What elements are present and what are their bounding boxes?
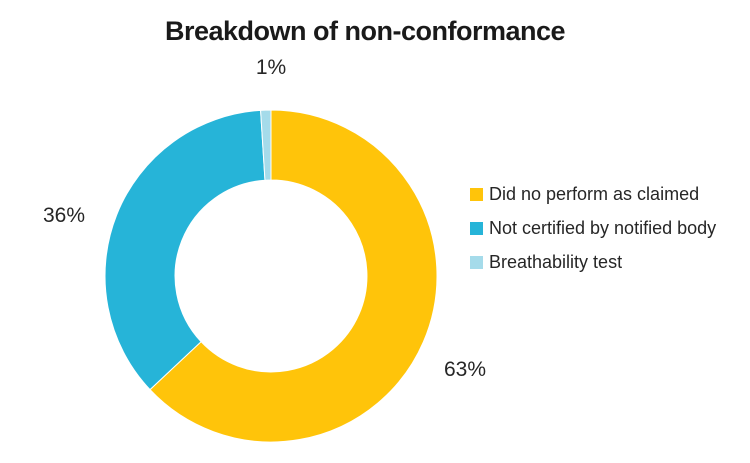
legend-item-did-not-perform: Did no perform as claimed: [470, 177, 716, 211]
legend: Did no perform as claimed Not certified …: [470, 177, 716, 279]
data-label-not-certified: 36%: [42, 204, 86, 227]
donut-slice: [260, 109, 272, 181]
donut-slice: [149, 109, 438, 443]
donut-plot: [104, 109, 438, 443]
legend-item-not-certified: Not certified by notified body: [470, 211, 716, 245]
legend-swatch-icon: [470, 221, 483, 235]
legend-swatch-icon: [470, 255, 483, 269]
donut-slice: [104, 109, 266, 391]
legend-swatch-icon: [470, 187, 483, 201]
legend-item-label: Breathability test: [489, 251, 623, 272]
legend-item-label: Did no perform as claimed: [489, 183, 700, 204]
data-label-breathability-test: 1%: [255, 56, 287, 79]
data-label-did-not-perform: 63%: [443, 358, 487, 381]
legend-item-label: Not certified by notified body: [489, 217, 717, 238]
legend-item-breathability: Breathability test: [470, 245, 716, 279]
chart-title: Breakdown of non-conformance: [164, 16, 566, 46]
